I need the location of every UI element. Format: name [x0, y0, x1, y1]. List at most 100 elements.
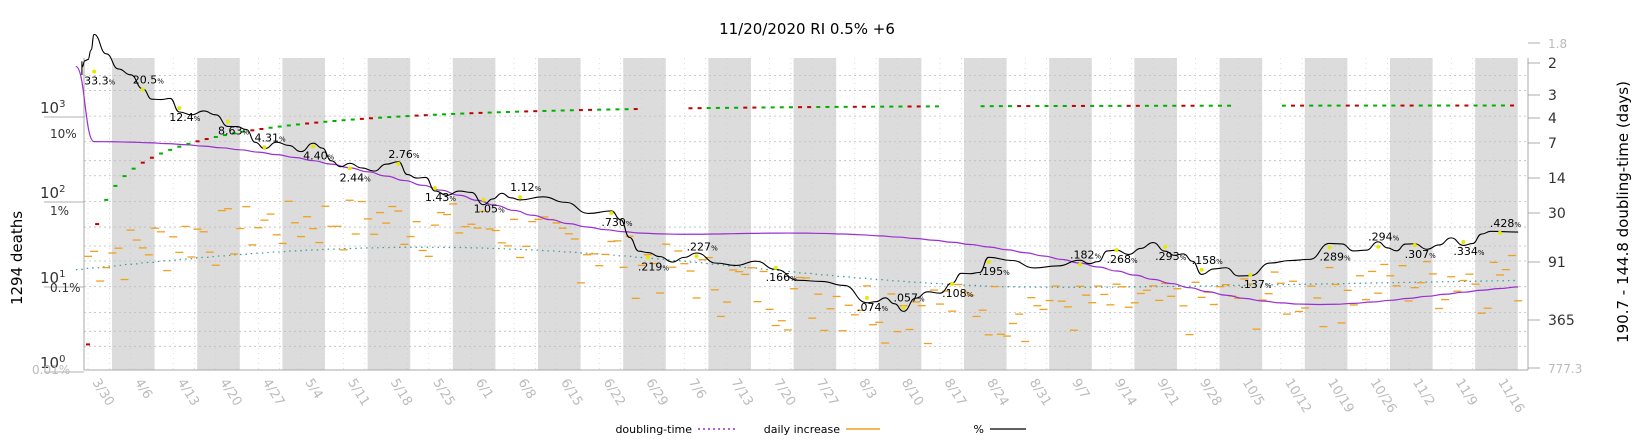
x-tick-label: 10/5 — [1239, 376, 1267, 409]
percent-annotation: .137% — [1240, 278, 1272, 291]
x-tick-label: 4/6 — [131, 376, 155, 402]
left-tick-count: 101 — [40, 269, 65, 287]
percent-point — [609, 211, 614, 216]
doubling-time-line — [75, 65, 1519, 306]
percent-annotation: .227% — [687, 240, 719, 253]
percent-annotation: .108% — [942, 287, 974, 300]
x-axis-ticks: 3/30 4/6 4/13 4/20 4/27 5/4 5/11 5/18 5/25 6/1 6/8… — [89, 376, 1527, 416]
week-band — [793, 58, 837, 370]
percent-point — [1077, 262, 1082, 267]
week-band — [112, 58, 155, 370]
x-tick-label: 3/30 — [89, 376, 117, 409]
week-band — [623, 58, 666, 370]
x-tick-label: 7/27 — [813, 376, 841, 409]
x-tick-label: 6/1 — [472, 376, 496, 402]
right-tick-label: 30 — [1548, 206, 1566, 222]
percent-annotation: .293% — [1155, 250, 1187, 263]
percent-point — [92, 69, 97, 74]
percent-annotation: .334% — [1453, 245, 1485, 258]
percent-annotation: .166% — [766, 271, 798, 284]
percent-annotation: 8.63% — [218, 125, 250, 138]
left-tick-count: 103 — [40, 99, 65, 117]
legend: doubling-time daily increase % — [615, 423, 1026, 436]
x-tick-label: 7/13 — [728, 376, 756, 409]
x-tick-label: 7/6 — [685, 376, 709, 402]
left-tick-percent: 10% — [50, 127, 77, 141]
percent-point — [694, 254, 699, 259]
series-cumulative — [75, 65, 1519, 306]
chart-title: 11/20/2020 RI 0.5% +6 — [719, 20, 895, 38]
percent-annotations: 33.3% 20.5% 12.4% 8.63% 4.31% 4.40% 2.44% 2.76%… — [84, 69, 1521, 314]
week-band — [964, 58, 1007, 370]
right-tick-label: 91 — [1548, 255, 1566, 271]
percent-point — [311, 144, 316, 149]
right-axis-label: 190.7 - 144.8 doubling-time (days) — [1614, 81, 1632, 343]
percent-point — [901, 305, 906, 310]
percent-point — [1497, 230, 1502, 235]
percent-point — [1114, 248, 1119, 253]
week-band — [197, 58, 240, 370]
percent-annotation: 2.76% — [388, 148, 420, 161]
legend-doubling-time: doubling-time — [615, 423, 735, 436]
week-band — [1475, 58, 1518, 370]
x-tick-label: 4/27 — [259, 376, 287, 409]
x-tick-label: 8/17 — [941, 376, 969, 409]
left-tick-count: 100 — [40, 354, 65, 372]
percent-annotation: .158% — [1192, 254, 1224, 267]
x-tick-label: 5/4 — [302, 376, 326, 402]
x-tick-label: 5/11 — [344, 376, 372, 409]
x-tick-label: 9/28 — [1196, 376, 1224, 409]
legend-percent: % — [974, 423, 1026, 436]
x-tick-label: 11/2 — [1409, 376, 1437, 409]
percent-point — [481, 197, 486, 202]
percent-point — [1199, 267, 1204, 272]
percent-annotation: .195% — [979, 265, 1011, 278]
week-band — [1049, 58, 1092, 370]
x-tick-label: 10/12 — [1281, 376, 1314, 416]
percent-point — [1461, 240, 1466, 245]
percent-annotation: .057% — [893, 292, 925, 305]
left-tick-percent: 1% — [50, 204, 69, 218]
percent-point — [1376, 244, 1381, 249]
x-tick-label: 11/9 — [1452, 376, 1480, 409]
percent-point — [986, 259, 991, 264]
percent-point — [1248, 273, 1253, 278]
week-band — [1134, 58, 1177, 370]
left-tick-percent: 0.01% — [32, 363, 70, 377]
week-band — [282, 58, 325, 370]
percent-annotation: 4.40% — [303, 150, 335, 163]
percent-annotation: .294% — [1368, 231, 1400, 244]
series-daily-increase — [84, 199, 1523, 345]
percent-annotation: 12.4% — [169, 111, 201, 124]
right-axis-ticks: 1.8 2 3 4 7 14 30 91 365 777.3 — [1528, 37, 1582, 376]
percent-annotation: 2.44% — [340, 171, 372, 184]
x-tick-label: 4/20 — [216, 376, 244, 409]
right-tick-label: 365 — [1548, 313, 1575, 329]
x-tick-label: 9/7 — [1068, 376, 1092, 402]
right-tick-label: 4 — [1548, 111, 1557, 127]
percent-point — [140, 87, 145, 92]
x-tick-label: 6/15 — [557, 376, 585, 409]
week-band — [1390, 58, 1433, 370]
percent-point — [1327, 245, 1332, 250]
right-tick-label: 14 — [1548, 171, 1566, 187]
legend-doubling-time-label: doubling-time — [615, 423, 692, 436]
percent-point — [1163, 244, 1168, 249]
percent-annotation: 20.5% — [133, 74, 165, 87]
percent-annotation: .289% — [1319, 250, 1351, 263]
percent-point — [262, 145, 267, 150]
x-tick-label: 8/24 — [983, 376, 1011, 409]
percent-point — [518, 195, 523, 200]
percent-annotation: .219% — [638, 261, 670, 274]
week-band — [708, 58, 751, 370]
x-tick-label: 9/14 — [1111, 376, 1139, 409]
x-tick-label: 11/16 — [1494, 376, 1527, 416]
percent-point — [950, 281, 955, 286]
right-tick-label: 1.8 — [1548, 37, 1567, 51]
legend-daily-increase-label: daily increase — [764, 423, 840, 436]
percent-annotation: .307% — [1405, 248, 1437, 261]
week-band — [1219, 58, 1263, 370]
legend-daily-increase: daily increase — [764, 423, 880, 436]
week-band — [367, 58, 411, 370]
percent-annotation: .268% — [1106, 253, 1138, 266]
